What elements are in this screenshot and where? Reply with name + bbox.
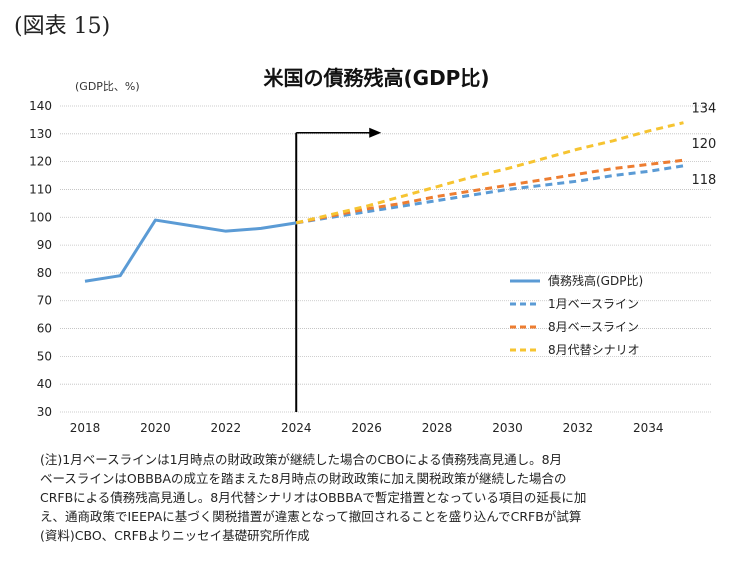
y-tick-label: 70 xyxy=(37,294,52,308)
x-tick-label: 2022 xyxy=(211,421,242,435)
x-tick-label: 2026 xyxy=(351,421,382,435)
series-line xyxy=(295,158,684,225)
x-tick-label: 2024 xyxy=(281,421,312,435)
x-tick-label: 2020 xyxy=(140,421,171,435)
end-value-label: 120 xyxy=(691,137,716,152)
legend: 債務残高(GDP比) 1月ベースライン 8月ベースライン 8月代替シナリオ xyxy=(510,273,643,357)
y-tick-label: 110 xyxy=(29,182,52,196)
note-line: CRFBによる債務残高見通し。8月代替シナリオはOBBBAで暫定措置となっている… xyxy=(40,490,587,505)
x-tick-label: 2030 xyxy=(492,421,523,435)
note-line: ベースラインはOBBBAの成立を踏まえた8月時点の財政政策に加え関税政策が継続し… xyxy=(40,471,567,486)
x-tick-label: 2028 xyxy=(422,421,453,435)
series-lines xyxy=(84,121,684,283)
y-tick-label: 60 xyxy=(37,322,52,336)
y-tick-label: 100 xyxy=(29,210,52,224)
series-line xyxy=(295,121,684,225)
x-tick-label: 2034 xyxy=(633,421,664,435)
x-axis-ticks: 2018 2020 2022 2024 2026 2028 2030 2032 2034 xyxy=(70,421,664,435)
y-tick-label: 80 xyxy=(37,266,52,280)
forecast-marker xyxy=(295,127,382,412)
y-tick-label: 90 xyxy=(37,238,52,252)
note-line: え、通商政策でIEEPAに基づく関税措置が違憲となって撤回されることを盛り込んで… xyxy=(40,509,582,524)
y-tick-label: 50 xyxy=(37,349,52,363)
end-value-label: 134 xyxy=(691,102,716,117)
series-line xyxy=(84,218,297,283)
note-line: (注)1月ベースラインは1月時点の財政政策が継続した場合のCBOによる債務残高見… xyxy=(40,452,563,467)
y-tick-label: 120 xyxy=(29,155,52,169)
legend-label: 債務残高(GDP比) xyxy=(548,273,643,288)
y-tick-label: 130 xyxy=(29,127,52,141)
chart-notes: (注)1月ベースラインは1月時点の財政政策が継続した場合のCBOによる債務残高見… xyxy=(40,450,740,545)
gridlines xyxy=(60,105,712,413)
end-value-label: 118 xyxy=(691,173,716,188)
end-labels: 134 120 118 xyxy=(691,102,716,188)
legend-label: 8月代替シナリオ xyxy=(548,343,640,357)
x-tick-label: 2032 xyxy=(563,421,594,435)
legend-label: 1月ベースライン xyxy=(548,297,639,311)
arrow-head-icon xyxy=(369,127,382,138)
source-line: (資料)CBO、CRFBよりニッセイ基礎研究所作成 xyxy=(40,528,310,543)
series-line xyxy=(295,164,684,225)
y-tick-label: 140 xyxy=(29,99,52,113)
legend-label: 8月ベースライン xyxy=(548,320,639,334)
y-tick-label: 30 xyxy=(37,405,52,419)
figure-label: (図表 15) xyxy=(14,14,111,39)
y-axis-ticks: 30 40 50 60 70 80 90 100 110 120 130 140 xyxy=(29,99,52,419)
y-tick-label: 40 xyxy=(37,377,52,391)
chart-title: 米国の債務残高(GDP比) xyxy=(263,66,490,90)
y-axis-unit-label: (GDP比、%) xyxy=(75,80,140,93)
x-tick-label: 2018 xyxy=(70,421,101,435)
